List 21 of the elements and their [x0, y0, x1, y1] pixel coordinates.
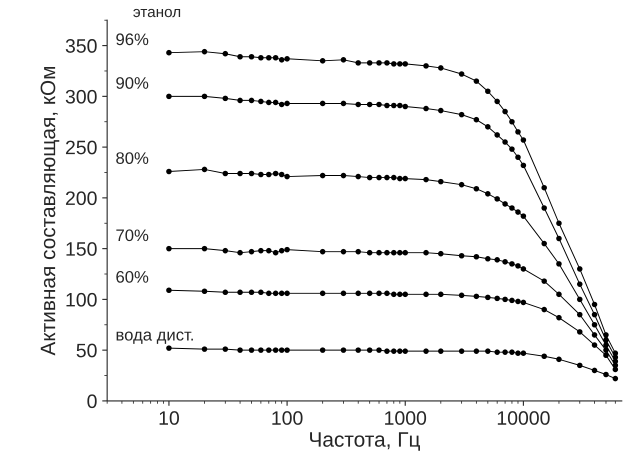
x-tick-label: 10 [160, 411, 179, 425]
series-label: 96% [116, 33, 148, 46]
x-tick-label: 10000 [498, 411, 550, 425]
series-label: 60% [116, 270, 148, 283]
x-tick-label: 1000 [385, 411, 426, 425]
y-tick-label: 100 [66, 292, 97, 307]
series-label: 90% [116, 77, 148, 89]
y-tick-label: 0 [87, 394, 97, 408]
y-tick-label: 50 [76, 344, 97, 358]
series-label: вода дист. [116, 332, 193, 344]
y-tick-label: 300 [66, 90, 97, 104]
y-tick-label: 150 [66, 242, 97, 256]
y-tick-label: 350 [66, 39, 97, 53]
series-label: 70% [116, 229, 148, 242]
series-label: 80% [116, 152, 148, 164]
y-tick-label: 200 [66, 191, 97, 206]
y-tick-label: 250 [66, 140, 97, 154]
y-axis-title: Активная составляющая, кОм [40, 66, 60, 356]
x-tick-label: 100 [272, 411, 303, 425]
text: этанол [133, 8, 180, 18]
x-axis-title: Частота, Гц [310, 432, 420, 451]
